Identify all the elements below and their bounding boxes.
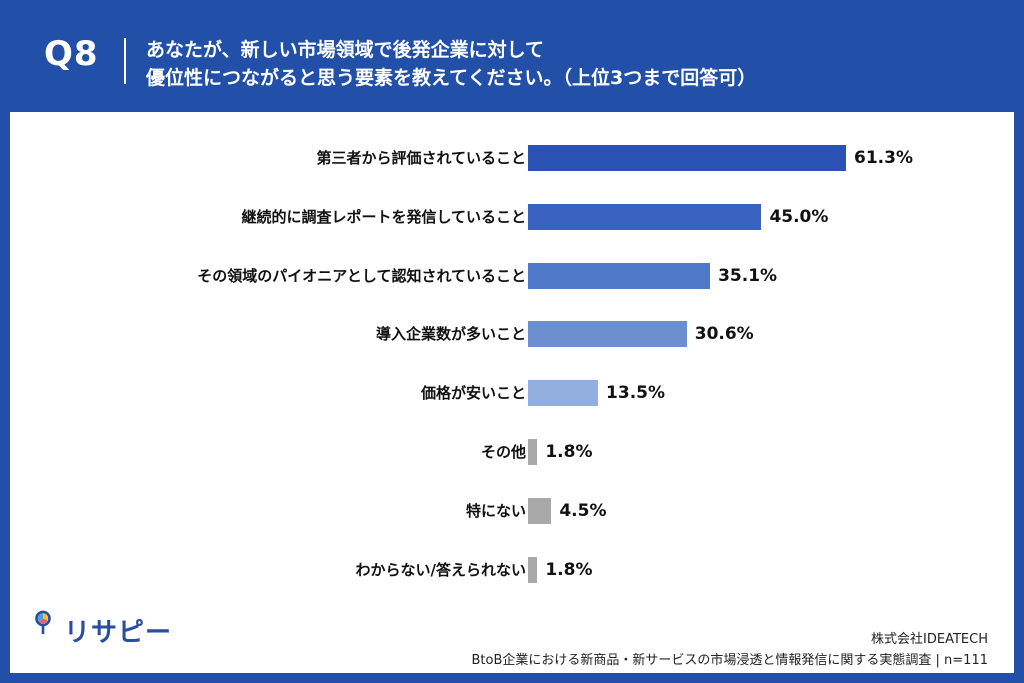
bar [528, 380, 599, 407]
value-label: 1.8% [545, 442, 593, 462]
bar [528, 321, 687, 348]
question-line-1: あなたが、新しい市場領域で後発企業に対して [146, 39, 545, 61]
bar-row: その領域のパイオニアとして認知されていること 35.1% [10, 262, 1014, 289]
bar-row: 特にない 4.5% [10, 497, 1014, 524]
category-label: その領域のパイオニアとして認知されていること [197, 266, 526, 285]
value-label: 1.8% [545, 559, 593, 580]
value-label: 4.5% [559, 500, 607, 521]
header-divider [124, 38, 126, 84]
question-header: Q8 あなたが、新しい市場領域で後発企業に対して 優位性につながると思う要素を教… [0, 0, 1024, 112]
footer-company: 株式会社IDEATECH [871, 632, 988, 647]
value-label: 35.1% [718, 265, 778, 286]
value-label: 13.5% [606, 383, 666, 404]
bar-row: 第三者から評価されていること 61.3% [10, 145, 1014, 171]
category-label: 特にない [465, 501, 526, 520]
question-text: あなたが、新しい市場領域で後発企業に対して 優位性につながると思う要素を教えてく… [146, 36, 756, 92]
footer-survey: BtoB企業における新商品・新サービスの市場浸透と情報発信に関する実態調査 | … [471, 653, 988, 668]
bar [528, 145, 846, 171]
bar [528, 203, 762, 230]
question-line-2: 優位性につながると思う要素を教えてください。（上位3つまで回答可） [146, 67, 757, 89]
bar-row: 継続的に調査レポートを発信していること 45.0% [10, 203, 1014, 230]
category-label: その他 [480, 443, 526, 461]
category-label: 価格が安いこと [420, 384, 526, 403]
bar-row: 価格が安いこと 13.5% [10, 380, 1014, 407]
bar [528, 556, 538, 583]
category-label: わからない/答えられない [355, 560, 526, 579]
bar-row: その他 1.8% [10, 439, 1014, 465]
logo-text: リサピー [64, 618, 173, 648]
bar-row: 導入企業数が多いこと 30.6% [10, 321, 1014, 348]
question-number: Q8 [44, 34, 99, 74]
category-label: 継続的に調査レポートを発信していること [241, 207, 526, 226]
value-label: 61.3% [854, 148, 913, 168]
bar [528, 439, 538, 465]
category-label: 導入企業数が多いこと [375, 325, 526, 344]
value-label: 45.0% [769, 206, 829, 227]
category-label: 第三者から評価されていること [316, 149, 526, 167]
value-label: 30.6% [694, 324, 754, 345]
bar [528, 497, 552, 524]
bar-row: わからない/答えられない 1.8% [10, 556, 1014, 583]
bar [528, 262, 711, 289]
chart-panel: 第三者から評価されていること 61.3% 継続的に調査レポートを発信していること 45… [10, 112, 1014, 673]
risapy-logo-icon [35, 610, 51, 635]
